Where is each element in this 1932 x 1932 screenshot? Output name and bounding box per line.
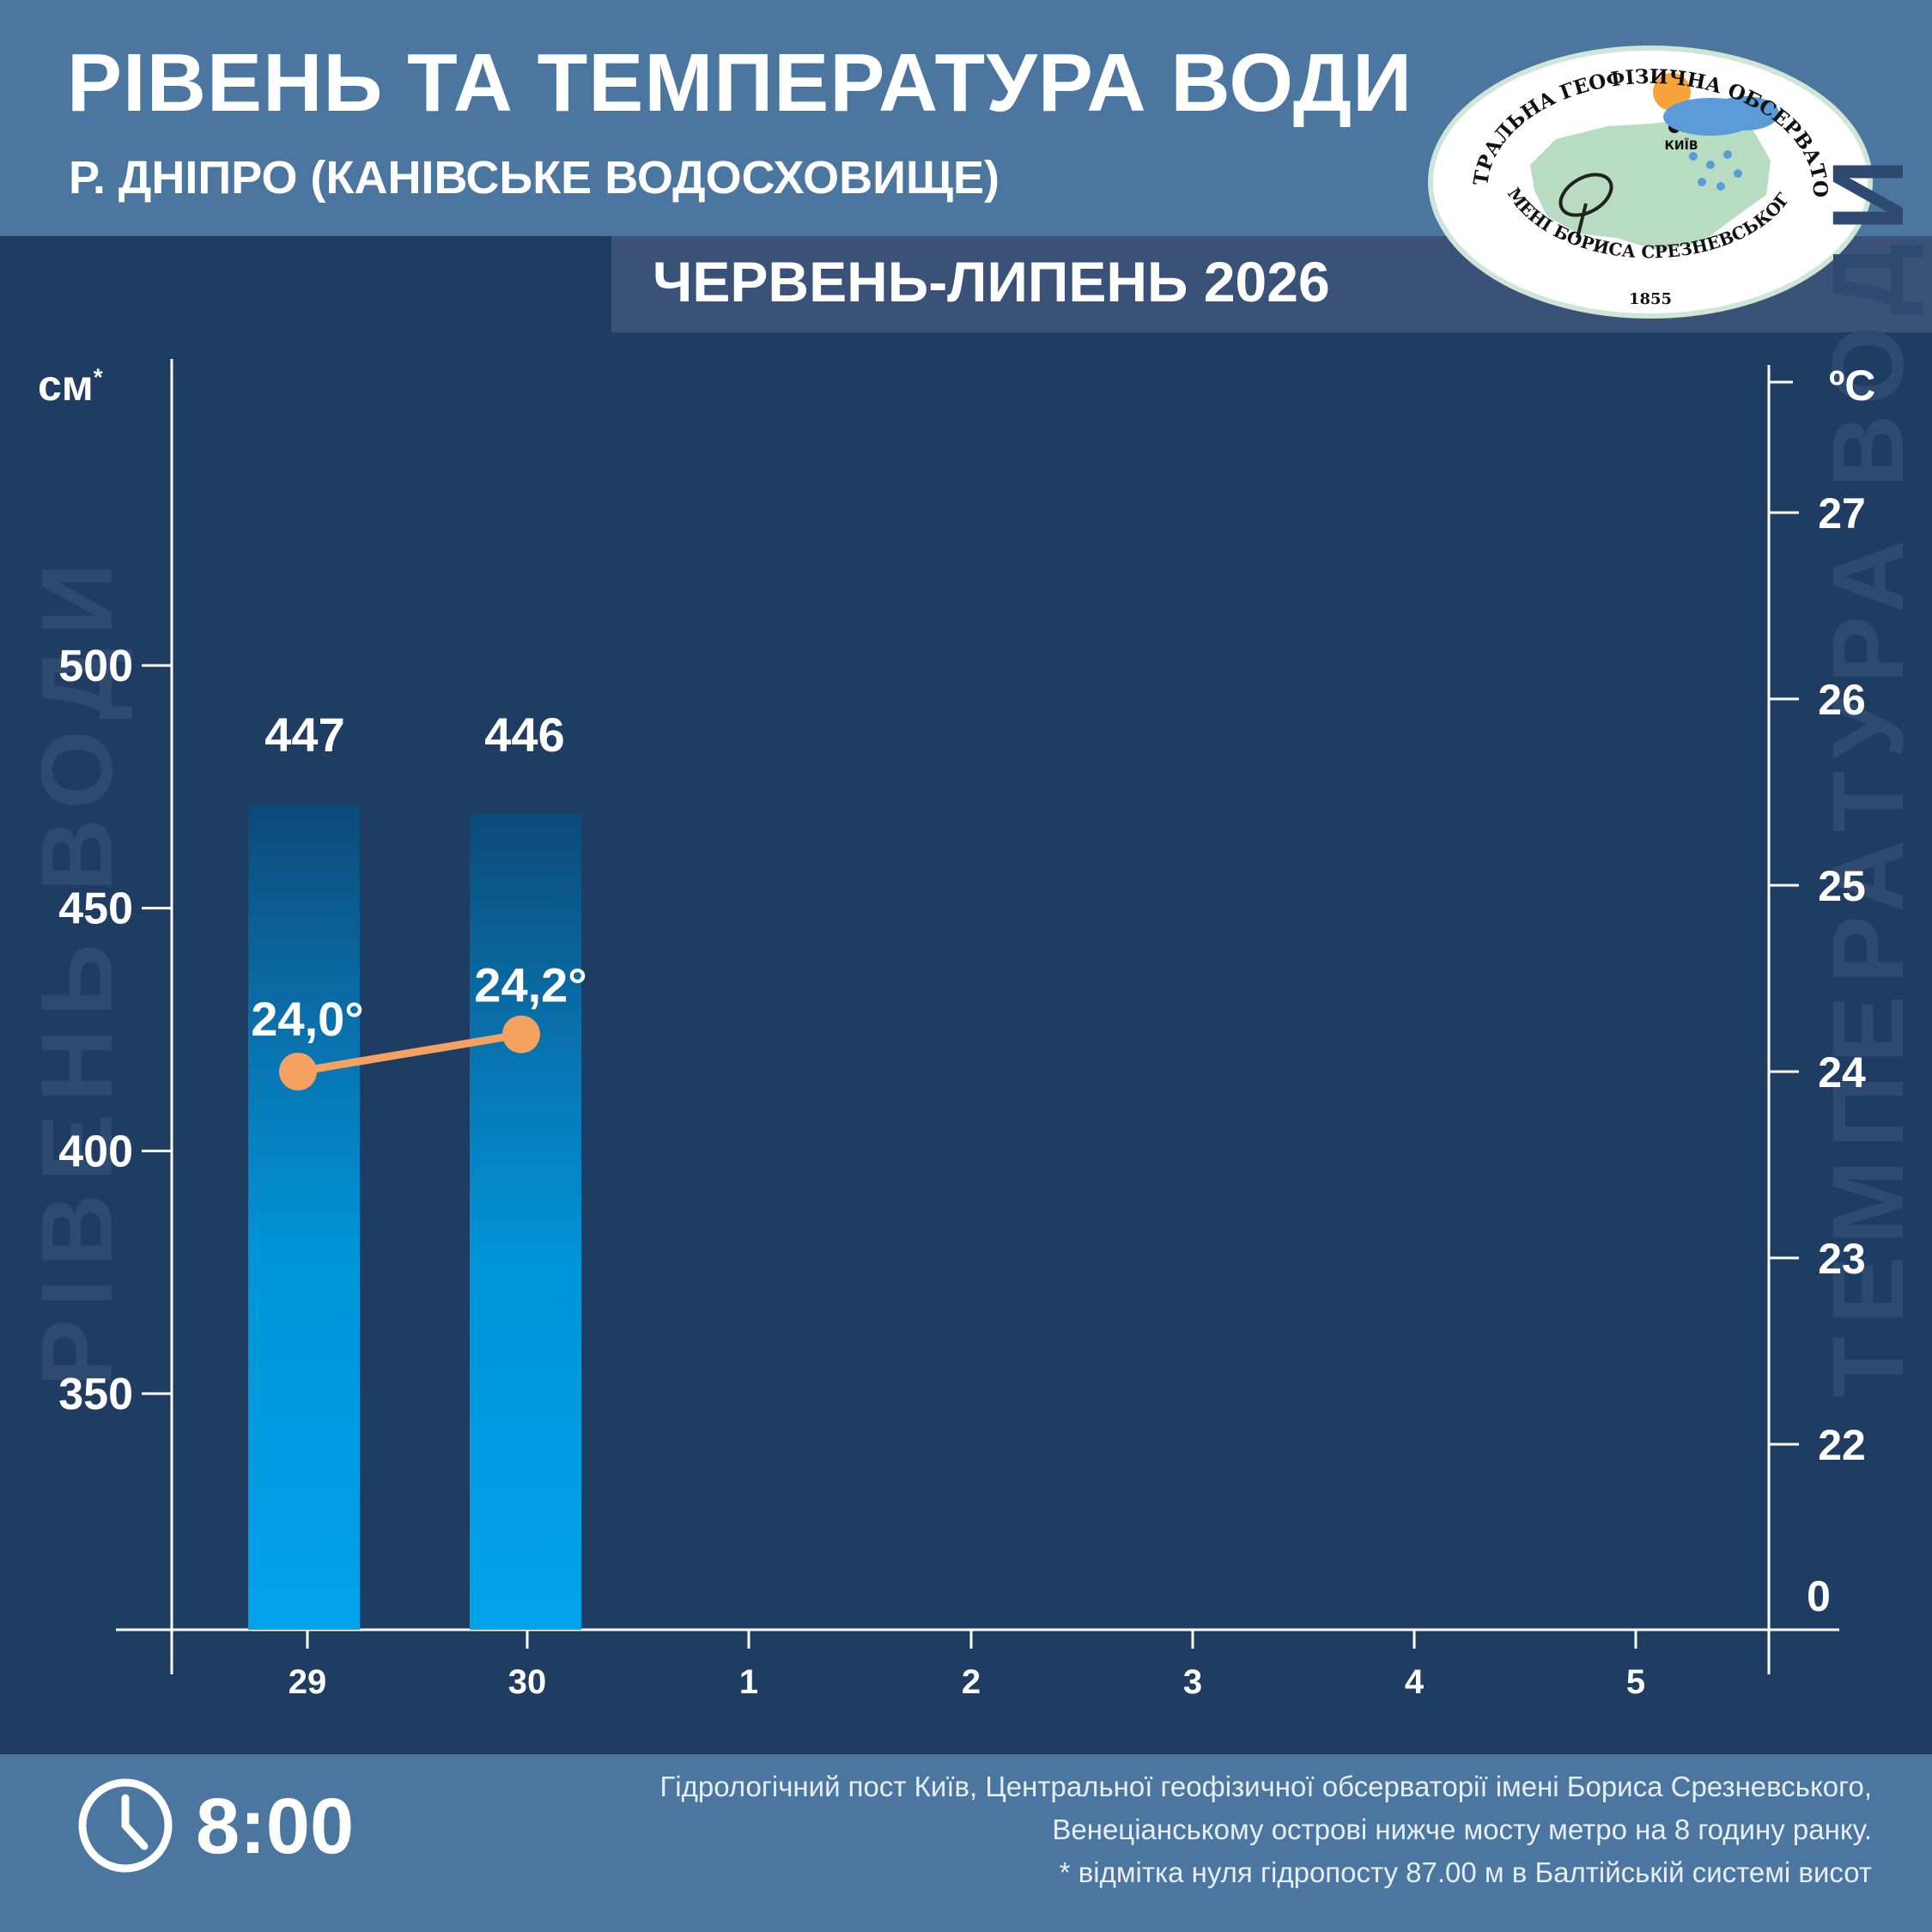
temperature-point <box>502 1015 540 1054</box>
temperature-value-label: 24,0° <box>251 992 363 1046</box>
chart-title: РІВЕНЬ ТА ТЕМПЕРАТУРА ВОДИ <box>67 37 1413 129</box>
left-axis-tick-label: 500 <box>58 641 133 691</box>
temperature-value-label: 24,2° <box>474 958 586 1012</box>
left-axis-tick-label: 450 <box>58 884 133 934</box>
x-axis-tick-label: 2 <box>962 1663 981 1701</box>
left-unit-label: см* <box>38 361 103 410</box>
level-bar <box>248 805 360 1630</box>
x-axis-tick-label: 4 <box>1405 1663 1425 1701</box>
level-value-label: 447 <box>264 708 344 762</box>
chart-subtitle: Р. ДНІПРО (КАНІВСЬКЕ ВОДОСХОВИЩЕ) <box>69 152 1000 204</box>
observatory-logo: ЦЕНТРАЛЬНА ГЕОФІЗИЧНА ОБСЕРВАТОРІЯ ІМЕНІ… <box>1427 45 1873 319</box>
right-axis-tick-label: 26 <box>1818 676 1866 724</box>
logo-year: 1855 <box>1629 290 1672 308</box>
level-bar <box>470 813 581 1630</box>
x-axis-tick-label: 3 <box>1183 1663 1202 1701</box>
footer-note-2: Венеціанському острові нижче мосту метро… <box>1052 1814 1872 1845</box>
temperature-point <box>279 1053 317 1091</box>
level-value-label: 446 <box>484 708 564 762</box>
temperature-line <box>297 1030 522 1076</box>
right-axis-tick-label: 22 <box>1818 1421 1866 1469</box>
right-axis-tick-label: 25 <box>1818 862 1866 910</box>
footer-note-3: * відмітка нуля гідропосту 87.00 м в Бал… <box>1059 1856 1872 1888</box>
x-axis-tick-label: 29 <box>289 1663 327 1701</box>
footer-note-1: Гідрологічний пост Київ, Центральної гео… <box>659 1771 1872 1802</box>
observation-time: 8:00 <box>196 1783 355 1870</box>
clock-icon <box>78 1778 173 1873</box>
right-axis-tick-label: 27 <box>1818 489 1866 538</box>
x-axis-tick-label: 30 <box>508 1663 547 1701</box>
period-label: ЧЕРВЕНЬ-ЛИПЕНЬ 2026 <box>653 250 1330 313</box>
right-axis-tick-label: 24 <box>1818 1048 1866 1097</box>
left-axis-tick-label: 400 <box>58 1127 133 1176</box>
logo-city: КИЇВ <box>1664 138 1698 153</box>
right-axis-tick-label: 23 <box>1818 1235 1866 1283</box>
left-axis-tick-label: 350 <box>58 1370 133 1419</box>
right-unit-label: ºC <box>1829 361 1876 410</box>
x-axis-tick-label: 5 <box>1626 1663 1645 1701</box>
footer-band <box>0 1754 1932 1932</box>
right-axis-tick-label: 0 <box>1807 1572 1831 1620</box>
x-axis-tick-label: 1 <box>739 1663 758 1701</box>
